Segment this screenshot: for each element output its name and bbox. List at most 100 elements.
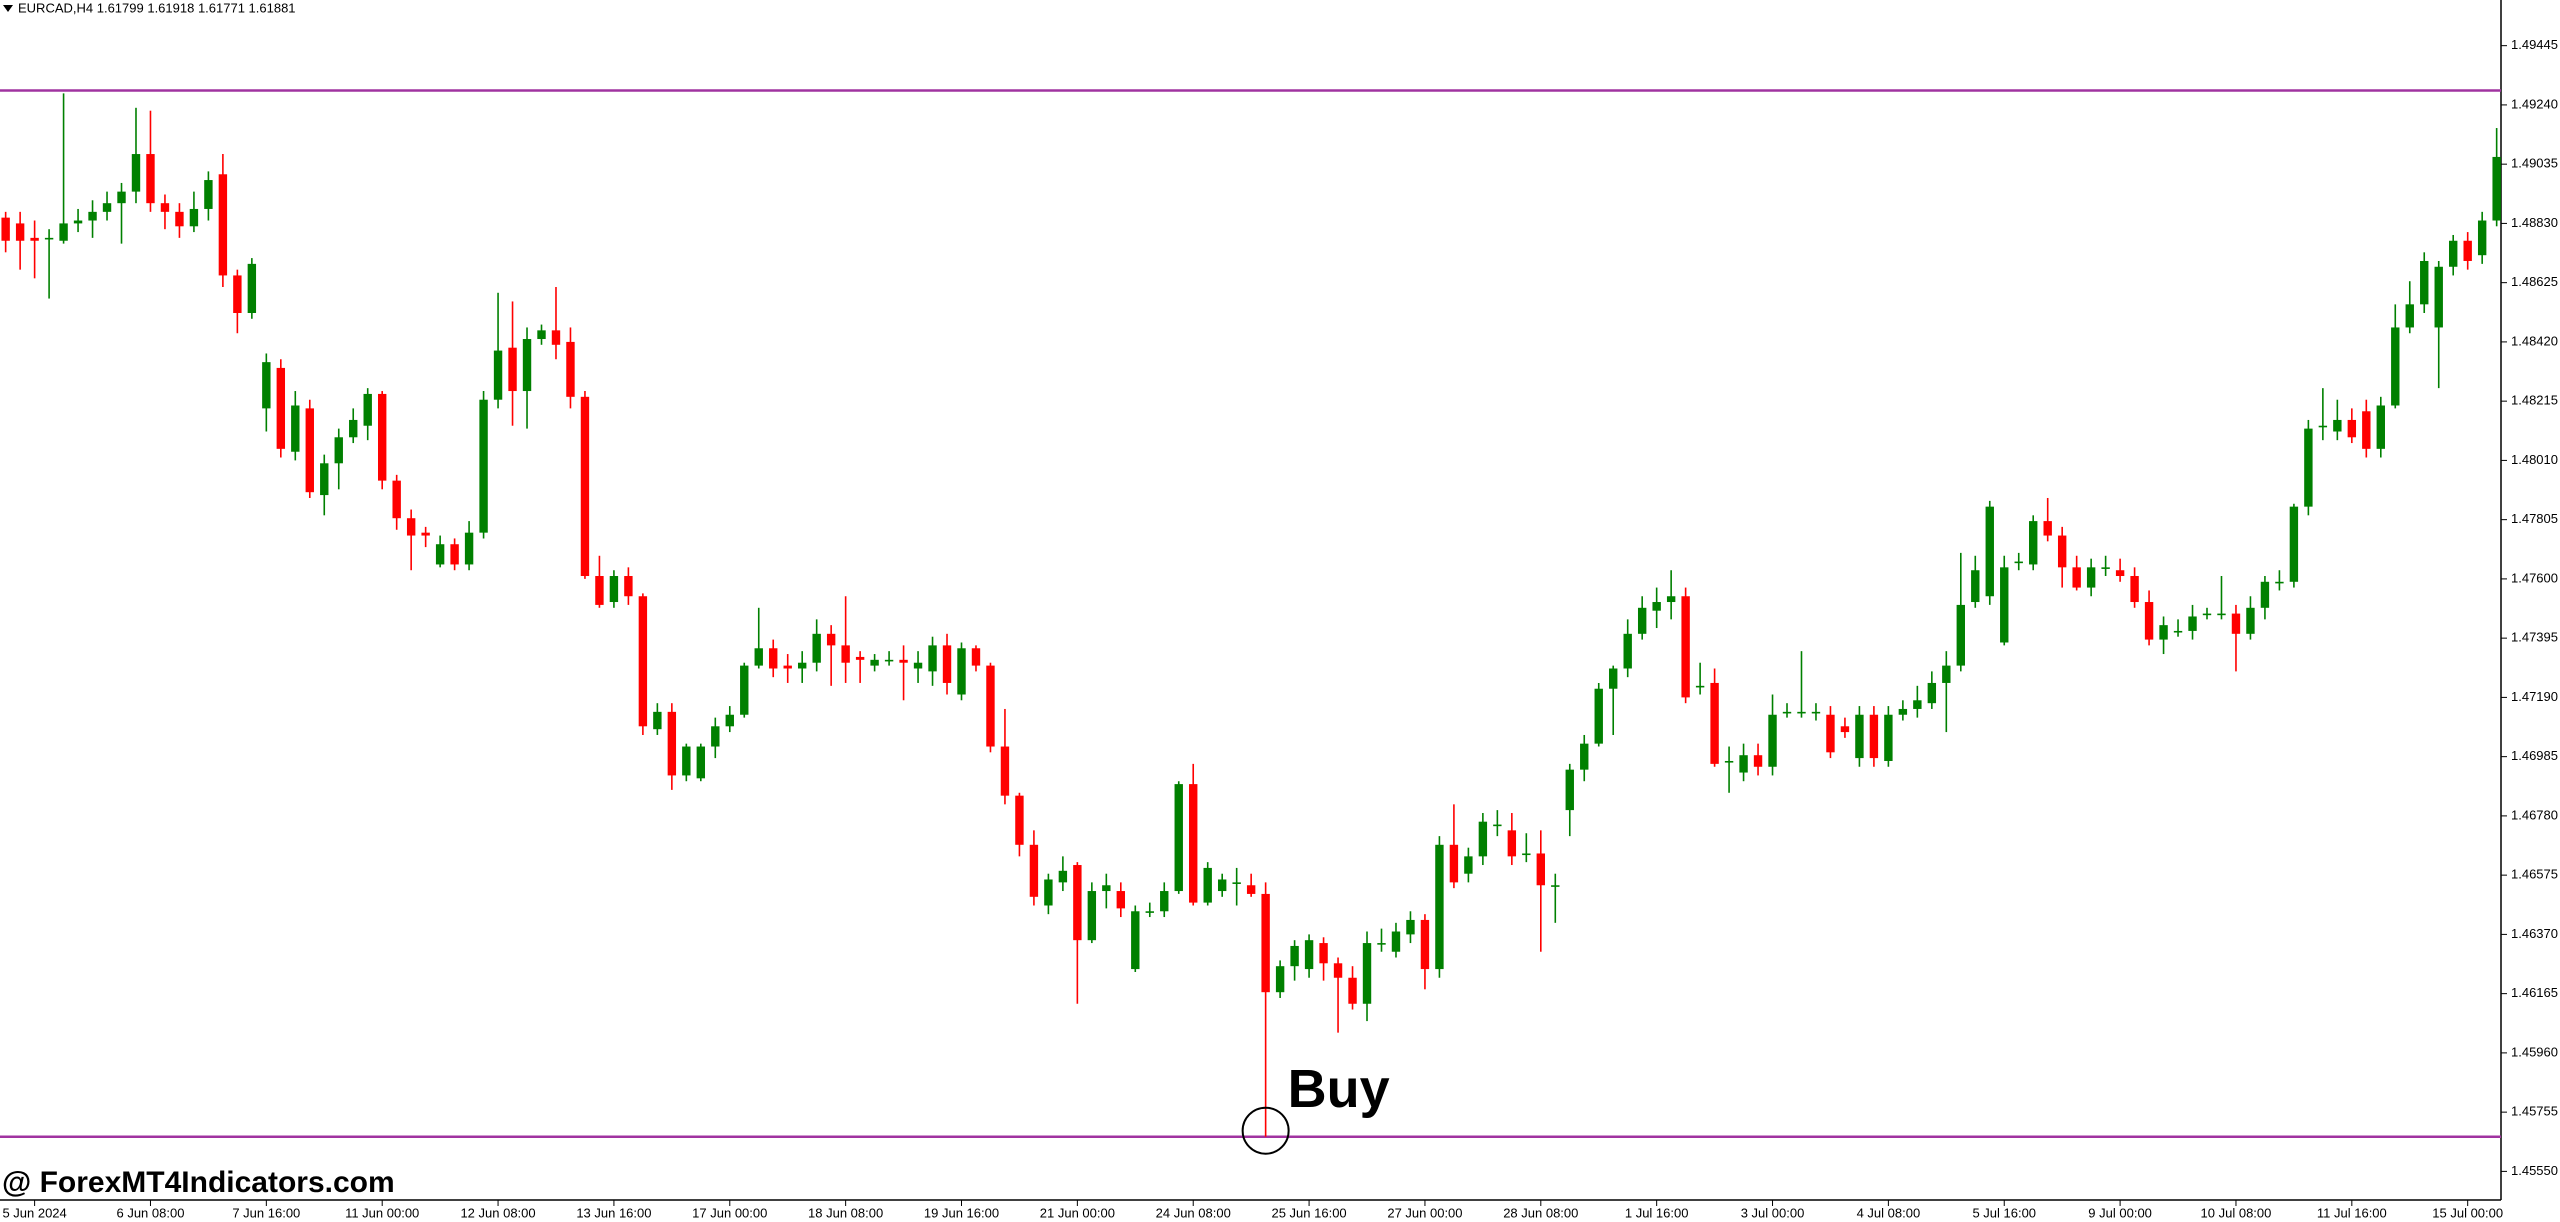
candle-body xyxy=(363,393,372,426)
candle-body xyxy=(2275,581,2284,584)
candle-body xyxy=(2289,506,2299,582)
candle-body xyxy=(204,180,213,209)
candle-body xyxy=(2492,156,2501,221)
candle-body xyxy=(1956,604,1965,666)
candle-body xyxy=(1087,891,1097,941)
candle-body xyxy=(117,191,126,204)
candle-body xyxy=(1594,688,1603,744)
candle-body xyxy=(1927,682,1937,704)
candle-body xyxy=(826,633,836,646)
y-tick-label: 1.47190 xyxy=(2511,689,2558,704)
candle-body xyxy=(1174,784,1183,892)
x-tick-label: 13 Jun 16:00 xyxy=(576,1205,651,1220)
x-tick-label: 17 Jun 00:00 xyxy=(692,1205,767,1220)
candle-body xyxy=(2173,630,2183,633)
candle-body xyxy=(59,223,68,241)
x-tick-label: 15 Jul 00:00 xyxy=(2432,1205,2503,1220)
symbol-menu-arrow[interactable] xyxy=(3,5,13,12)
signal-circle xyxy=(1241,1106,1290,1155)
x-tick-label: 12 Jun 08:00 xyxy=(460,1205,535,1220)
candle-body xyxy=(1739,755,1748,773)
candle-body xyxy=(884,659,894,662)
candle-body xyxy=(1580,743,1589,770)
candle-body xyxy=(899,659,908,663)
candle-body xyxy=(913,662,923,669)
candle-body xyxy=(131,154,141,192)
candle-body xyxy=(1985,506,1994,597)
candle-body xyxy=(2260,581,2270,608)
y-tick-label: 1.49240 xyxy=(2511,96,2558,111)
candle-body xyxy=(435,544,445,565)
y-tick-label: 1.47600 xyxy=(2511,570,2558,585)
candle-body xyxy=(1232,882,1241,884)
candle-body xyxy=(812,633,821,663)
candle-body xyxy=(175,211,184,227)
candle-body xyxy=(1160,891,1169,912)
candle-body xyxy=(1536,853,1546,886)
candle-body xyxy=(2477,220,2487,256)
candle-body xyxy=(928,645,937,672)
x-tick-label: 11 Jun 00:00 xyxy=(345,1205,419,1220)
candle-body xyxy=(392,480,401,519)
candle-body xyxy=(1637,607,1647,634)
x-tick-label: 24 Jun 08:00 xyxy=(1156,1205,1231,1220)
candle-body xyxy=(1189,784,1198,903)
candle-body xyxy=(44,237,54,240)
candle-body xyxy=(2057,535,2067,568)
candle-body xyxy=(769,648,778,669)
x-tick-label: 4 Jul 08:00 xyxy=(1857,1205,1921,1220)
y-tick-label: 1.47805 xyxy=(2511,511,2558,526)
candle-body xyxy=(1942,665,1951,683)
candle-body xyxy=(15,223,25,241)
x-tick-label: 10 Jul 08:00 xyxy=(2201,1205,2272,1220)
candle-body xyxy=(1145,911,1154,913)
x-tick-label: 18 Jun 08:00 xyxy=(808,1205,883,1220)
candle-body xyxy=(262,362,271,409)
y-tick-label: 1.46985 xyxy=(2511,748,2558,763)
x-tick-label: 11 Jul 16:00 xyxy=(2317,1205,2387,1220)
candle-body xyxy=(276,367,286,449)
candle-body xyxy=(421,532,430,536)
candle-body xyxy=(2231,613,2241,634)
candle-body xyxy=(551,330,561,345)
candle-body xyxy=(566,341,575,397)
candle-body xyxy=(1507,830,1517,857)
candle-body xyxy=(218,174,228,276)
candle-body xyxy=(797,662,807,669)
candle-body xyxy=(1522,853,1531,856)
candle-body xyxy=(1261,893,1270,993)
signal-label: Buy xyxy=(1288,1059,1390,1119)
candle-body xyxy=(189,208,199,227)
candle-body xyxy=(2405,304,2414,328)
candle-body xyxy=(1,217,10,241)
candle-body xyxy=(1884,714,1893,761)
candle-body xyxy=(2029,521,2038,565)
x-tick-label: 28 Jun 08:00 xyxy=(1503,1205,1578,1220)
candle-body xyxy=(609,576,619,603)
candle-body xyxy=(711,726,720,747)
x-tick-label: 9 Jul 00:00 xyxy=(2088,1205,2152,1220)
candle-body xyxy=(1565,769,1574,811)
candle-body xyxy=(1290,945,1299,967)
candle-body xyxy=(1652,602,1661,611)
candle-body xyxy=(1058,870,1068,883)
x-tick-label: 3 Jul 00:00 xyxy=(1741,1205,1805,1220)
candle-body xyxy=(1348,977,1357,1004)
candle-body xyxy=(1015,795,1024,845)
candle-body xyxy=(1551,885,1560,887)
candle-body xyxy=(754,648,763,666)
candle-body xyxy=(2318,425,2328,428)
candle-body xyxy=(1811,711,1821,714)
candle-body xyxy=(1971,570,1980,603)
y-tick-label: 1.48010 xyxy=(2511,452,2558,467)
x-tick-label: 19 Jun 16:00 xyxy=(924,1205,999,1220)
candle-body xyxy=(522,339,532,392)
candle-body xyxy=(740,665,749,715)
candle-body xyxy=(291,405,300,452)
candle-body xyxy=(2217,613,2226,616)
candle-body xyxy=(1275,966,1285,993)
candle-body xyxy=(1246,885,1256,894)
candle-body xyxy=(957,648,966,695)
candle-body xyxy=(349,419,358,438)
